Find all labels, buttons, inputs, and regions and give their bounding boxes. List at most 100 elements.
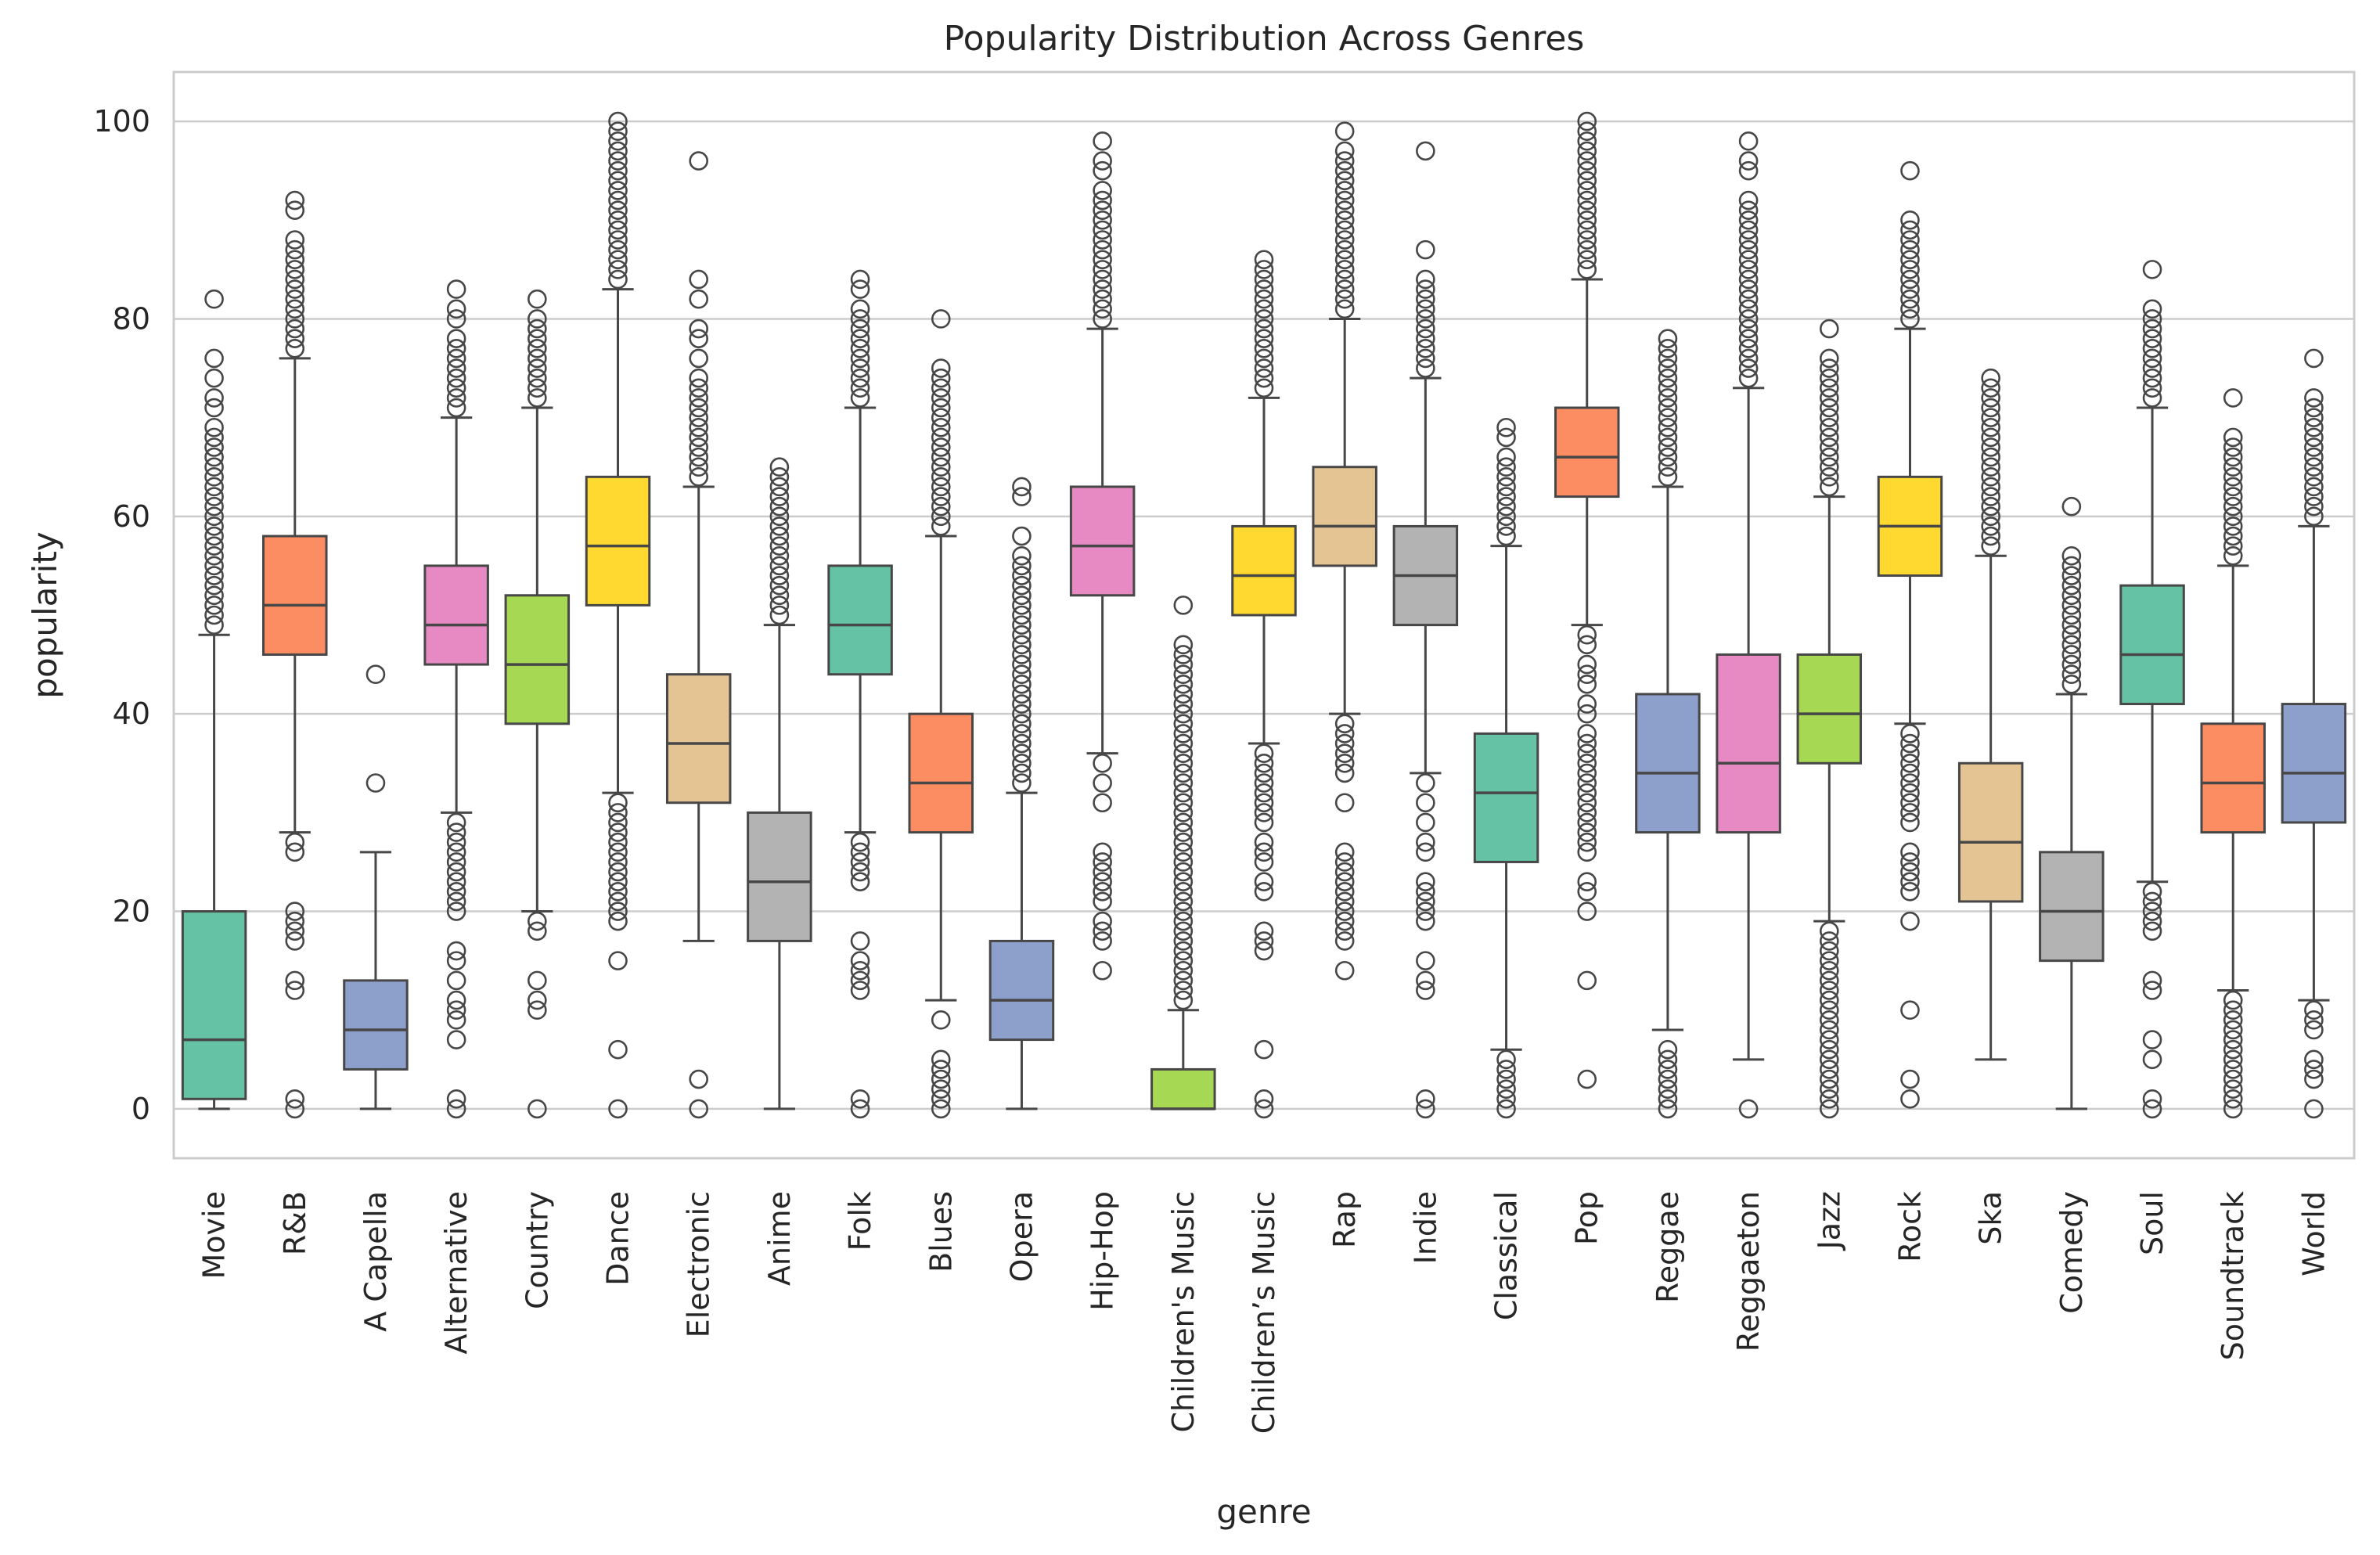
- outlier-point: [1254, 260, 1274, 279]
- outlier-point: [1334, 931, 1355, 951]
- outlier-point: [1416, 358, 1435, 378]
- outlier-point: [1173, 704, 1194, 724]
- outlier-point: [1173, 675, 1194, 694]
- outlier-point: [1738, 151, 1759, 171]
- outlier-point: [931, 378, 951, 398]
- outlier-point: [769, 566, 790, 585]
- outlier-point: [1577, 1069, 1597, 1089]
- outlier-point: [285, 279, 305, 299]
- outlier-point: [285, 190, 305, 211]
- outlier-point: [1012, 684, 1032, 704]
- x-tick-label: Dance: [601, 1191, 636, 1286]
- outlier-point: [1577, 803, 1597, 822]
- outlier-point: [1012, 694, 1032, 714]
- outlier-point: [204, 605, 224, 625]
- outlier-point: [2142, 260, 2162, 279]
- outlier-point: [1093, 960, 1112, 981]
- outlier-point: [2142, 921, 2162, 941]
- outlier-point: [1900, 220, 1920, 240]
- outlier-point: [1900, 269, 1920, 290]
- outlier-point: [931, 358, 951, 378]
- box-group: [747, 457, 812, 1110]
- outlier-point: [1738, 160, 1759, 181]
- box: [504, 594, 571, 725]
- outlier-point: [1577, 121, 1597, 142]
- outlier-point: [2223, 1030, 2243, 1049]
- outlier-point: [1334, 160, 1355, 181]
- box-group: [585, 111, 651, 1119]
- outlier-point: [446, 309, 466, 329]
- outlier-point: [285, 230, 305, 250]
- outlier-point: [1416, 299, 1435, 319]
- outlier-point: [1173, 783, 1194, 803]
- outlier-point: [1416, 309, 1435, 329]
- y-tick-label: 40: [113, 697, 150, 731]
- outlier-point: [850, 1089, 870, 1109]
- outlier-point: [446, 1010, 466, 1030]
- outlier-point: [1334, 239, 1355, 260]
- outlier-point: [1900, 239, 1920, 260]
- outlier-point: [1981, 496, 2000, 517]
- outlier-point: [2142, 902, 2162, 921]
- outlier-point: [1738, 289, 1759, 309]
- outlier-point: [1819, 1000, 1839, 1020]
- outlier-point: [931, 437, 951, 457]
- outlier-point: [1012, 704, 1032, 724]
- outlier-point: [1173, 714, 1194, 734]
- x-tick-label: World: [2296, 1191, 2331, 1276]
- outlier-point: [446, 299, 466, 319]
- outlier-point: [285, 842, 305, 862]
- outlier-point: [1577, 733, 1597, 754]
- outlier-point: [769, 545, 790, 566]
- outlier-point: [1577, 654, 1597, 675]
- outlier-point: [1012, 664, 1032, 685]
- outlier-point: [446, 832, 466, 852]
- outlier-point: [1254, 812, 1274, 833]
- outlier-point: [1093, 131, 1112, 151]
- outlier-point: [1981, 427, 2000, 448]
- outlier-point: [689, 427, 709, 448]
- outlier-point: [2061, 615, 2082, 635]
- outlier-point: [1254, 250, 1274, 270]
- outlier-point: [1416, 269, 1435, 290]
- y-axis-ticks: 0 20 40 60 80 100: [93, 104, 150, 1126]
- outlier-point: [608, 111, 628, 131]
- outlier-point: [1738, 299, 1759, 319]
- outlier-point: [1577, 872, 1597, 891]
- outlier-point: [1093, 921, 1112, 941]
- outlier-point: [2304, 1000, 2324, 1020]
- outlier-point: [2304, 427, 2324, 448]
- outlier-point: [2061, 664, 2082, 685]
- outlier-point: [204, 398, 224, 418]
- box: [585, 475, 651, 607]
- outlier-point: [850, 269, 870, 290]
- outlier-point: [850, 872, 870, 891]
- outlier-point: [1416, 882, 1435, 902]
- outlier-point: [2223, 467, 2243, 487]
- outlier-point: [1334, 862, 1355, 882]
- outlier-point: [1981, 477, 2000, 497]
- outlier-point: [1577, 111, 1597, 131]
- outlier-point: [1900, 289, 1920, 309]
- outlier-point: [931, 457, 951, 477]
- outlier-point: [1900, 872, 1920, 891]
- box: [1473, 732, 1539, 863]
- outlier-point: [1334, 842, 1355, 862]
- outlier-point: [527, 358, 547, 378]
- box-group: [423, 279, 489, 1119]
- outlier-point: [608, 160, 628, 181]
- outlier-point: [850, 1099, 870, 1119]
- outlier-point: [204, 496, 224, 517]
- outlier-point: [931, 1049, 951, 1070]
- outlier-point: [1416, 872, 1435, 891]
- outlier-point: [1093, 269, 1112, 290]
- outlier-point: [1900, 763, 1920, 783]
- x-tick-label: Blues: [924, 1191, 958, 1272]
- outlier-point: [2142, 388, 2162, 408]
- outlier-point: [1577, 842, 1597, 862]
- outlier-point: [1254, 941, 1274, 961]
- outlier-point: [204, 615, 224, 635]
- outlier-point: [608, 872, 628, 891]
- outlier-point: [1012, 605, 1032, 625]
- outlier-point: [1819, 368, 1839, 388]
